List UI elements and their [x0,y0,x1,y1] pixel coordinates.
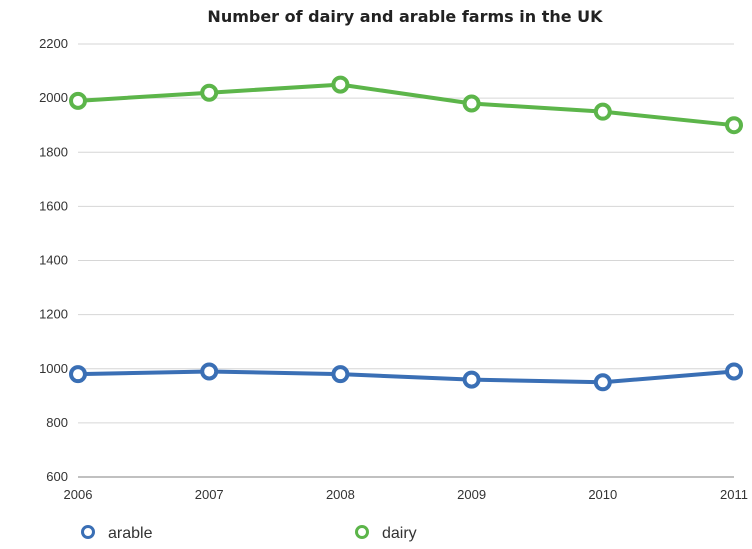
gridlines [78,43,734,478]
data-point-arable [725,362,743,381]
chart-title: Number of dairy and arable farms in the … [207,7,603,26]
x-tick-label: 2008 [326,487,355,502]
x-tick-label: 2007 [195,487,224,502]
x-tick-label: 2009 [457,487,486,502]
legend-marker [355,525,369,539]
x-axis-ticks: 2006 2007 2008 2009 2010 2011 [64,487,748,502]
data-point-arable [462,370,481,389]
legend: arable dairy [81,525,417,542]
data-point-dairy [725,116,743,135]
y-tick-label: 1400 [39,253,68,268]
series-lines [69,75,743,392]
legend-item-arable: arable [81,525,153,542]
x-tick-label: 2006 [64,487,93,502]
data-point-arable [331,365,350,384]
data-point-dairy [200,83,219,102]
y-tick-label: 800 [46,415,68,430]
data-point-arable [69,365,87,384]
y-tick-label: 1800 [39,144,68,159]
data-point-dairy [593,102,612,121]
legend-item-dairy: dairy [355,525,417,542]
legend-label: arable [108,525,153,542]
data-point-dairy [331,75,350,94]
y-tick-label: 1600 [39,198,68,213]
y-tick-label: 2200 [39,36,68,51]
y-tick-label: 1000 [39,361,68,376]
data-point-dairy [462,94,481,113]
data-point-dairy [69,91,87,110]
legend-label: dairy [382,525,417,542]
y-axis-ticks: 600 800 1000 1200 1400 1600 1800 2000 2200 [39,36,68,484]
data-point-arable [593,373,612,392]
data-point-arable [200,362,219,381]
y-tick-label: 1200 [39,307,68,322]
series-line-dairy [76,82,736,128]
y-tick-label: 2000 [39,90,68,105]
y-tick-label: 600 [46,469,68,484]
legend-marker [81,525,95,539]
x-tick-label: 2010 [588,487,617,502]
x-tick-label: 2011 [720,487,748,502]
series-line-arable [76,369,736,385]
